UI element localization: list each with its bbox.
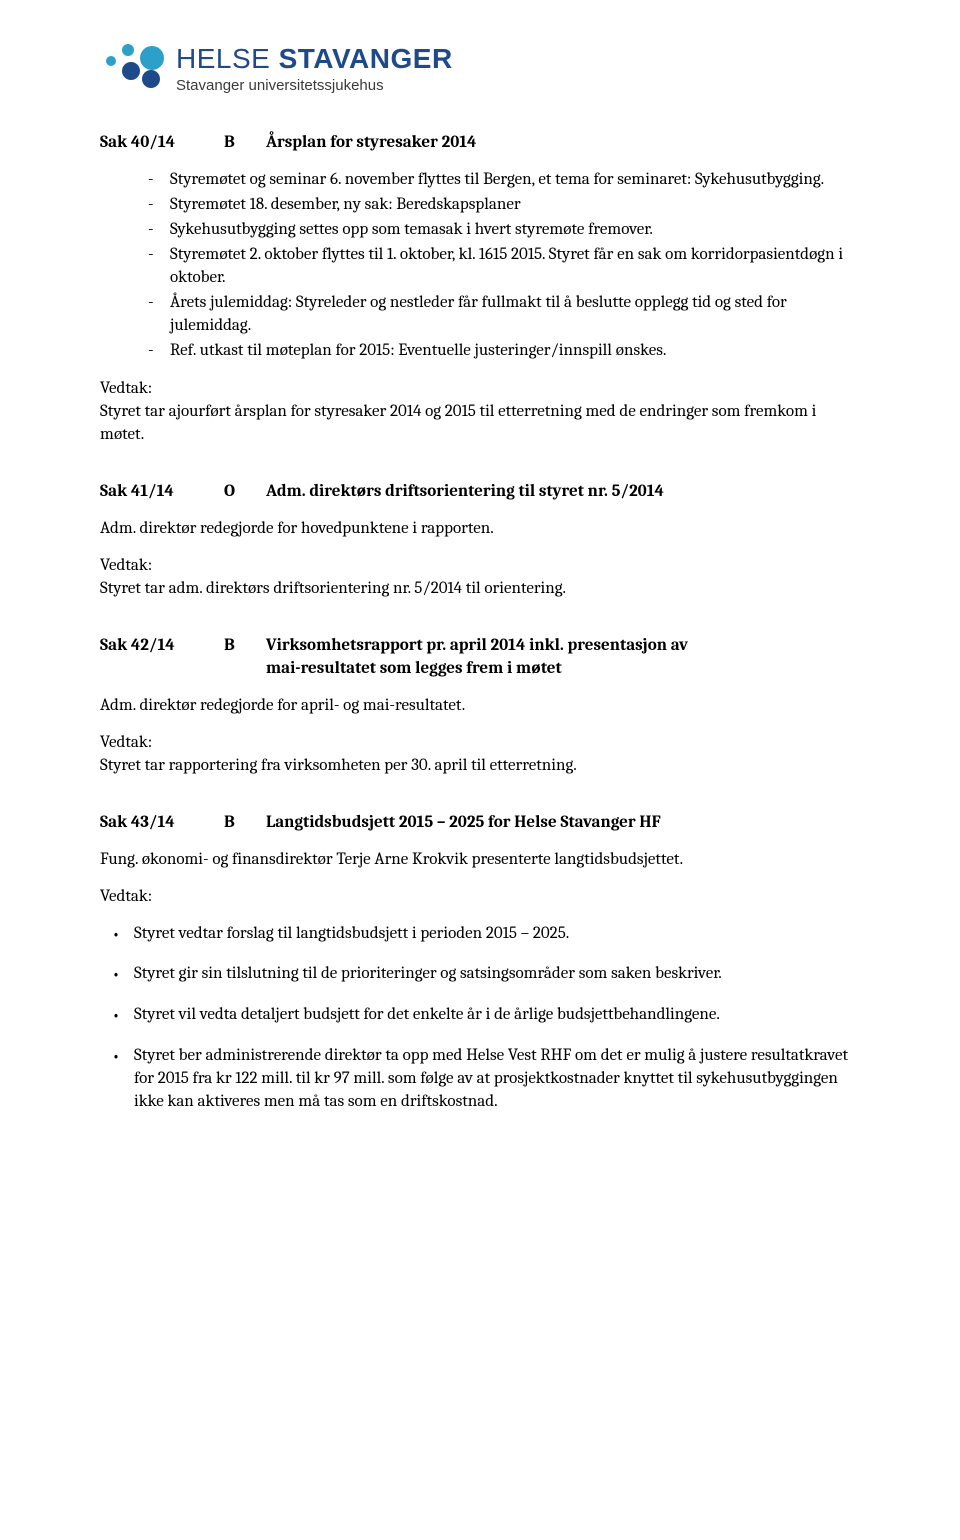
bullet-list: Styremøtet og seminar 6. november flytte… bbox=[100, 169, 860, 363]
list-item: Ref. utkast til møteplan for 2015: Event… bbox=[148, 340, 860, 363]
sak-title: Årsplan for styresaker 2014 bbox=[266, 132, 860, 155]
sak-header: Sak 41/14 O Adm. direktørs driftsoriente… bbox=[100, 481, 860, 504]
dot-list: Styret vedtar forslag til langtidsbudsje… bbox=[100, 923, 860, 1115]
vedtak-label: Vedtak: bbox=[100, 886, 860, 909]
sak-type: B bbox=[224, 812, 242, 835]
sak-header: Sak 43/14 B Langtidsbudsjett 2015 – 2025… bbox=[100, 812, 860, 835]
paragraph: Fung. økonomi- og finansdirektør Terje A… bbox=[100, 849, 860, 872]
vedtak-label: Vedtak: bbox=[100, 555, 860, 578]
logo-icon bbox=[100, 40, 164, 92]
list-item: Styremøtet 2. oktober flyttes til 1. okt… bbox=[148, 244, 860, 290]
brand-header: HELSE STAVANGER Stavanger universitetssj… bbox=[100, 40, 860, 96]
sak-header: Sak 40/14 B Årsplan for styresaker 2014 bbox=[100, 132, 860, 155]
list-item: Styremøtet 18. desember, ny sak: Beredsk… bbox=[148, 194, 860, 217]
list-item: Årets julemiddag: Styreleder og nestlede… bbox=[148, 292, 860, 338]
section-sak-42: Sak 42/14 B Virksomhetsrapport pr. april… bbox=[100, 635, 860, 778]
vedtak-label: Vedtak: bbox=[100, 732, 860, 755]
brand-light: HELSE bbox=[176, 43, 270, 74]
sak-type: B bbox=[224, 132, 242, 155]
sak-type: B bbox=[224, 635, 242, 681]
section-sak-43: Sak 43/14 B Langtidsbudsjett 2015 – 2025… bbox=[100, 812, 860, 1114]
sak-title: Virksomhetsrapport pr. april 2014 inkl. … bbox=[266, 635, 860, 681]
list-item: Styremøtet og seminar 6. november flytte… bbox=[148, 169, 860, 192]
brand-bold: STAVANGER bbox=[279, 43, 453, 74]
sak-title-line: Virksomhetsrapport pr. april 2014 inkl. … bbox=[266, 635, 860, 658]
sak-title: Langtidsbudsjett 2015 – 2025 for Helse S… bbox=[266, 812, 860, 835]
section-sak-40: Sak 40/14 B Årsplan for styresaker 2014 … bbox=[100, 132, 860, 447]
sak-title: Adm. direktørs driftsorientering til sty… bbox=[266, 481, 860, 504]
vedtak-label: Vedtak: bbox=[100, 378, 860, 401]
sak-title-line: mai-resultatet som legges frem i møtet bbox=[266, 658, 860, 681]
vedtak-text: Styret tar ajourført årsplan for styresa… bbox=[100, 401, 860, 447]
list-item: Sykehusutbygging settes opp som temasak … bbox=[148, 219, 860, 242]
vedtak-text: Styret tar rapportering fra virksomheten… bbox=[100, 755, 860, 778]
section-sak-41: Sak 41/14 O Adm. direktørs driftsoriente… bbox=[100, 481, 860, 601]
list-item: Styret vil vedta detaljert budsjett for … bbox=[104, 1004, 860, 1027]
brand-subtitle: Stavanger universitetssjukehus bbox=[176, 76, 453, 96]
sak-number: Sak 42/14 bbox=[100, 635, 200, 681]
sak-type: O bbox=[224, 481, 242, 504]
list-item: Styret vedtar forslag til langtidsbudsje… bbox=[104, 923, 860, 946]
sak-number: Sak 43/14 bbox=[100, 812, 200, 835]
logo-text: HELSE STAVANGER Stavanger universitetssj… bbox=[176, 40, 453, 96]
paragraph: Adm. direktør redegjorde for april- og m… bbox=[100, 695, 860, 718]
sak-header: Sak 42/14 B Virksomhetsrapport pr. april… bbox=[100, 635, 860, 681]
list-item: Styret ber administrerende direktør ta o… bbox=[104, 1045, 860, 1114]
vedtak-text: Styret tar adm. direktørs driftsorienter… bbox=[100, 578, 860, 601]
sak-number: Sak 41/14 bbox=[100, 481, 200, 504]
sak-number: Sak 40/14 bbox=[100, 132, 200, 155]
paragraph: Adm. direktør redegjorde for hovedpunkte… bbox=[100, 518, 860, 541]
list-item: Styret gir sin tilslutning til de priori… bbox=[104, 963, 860, 986]
